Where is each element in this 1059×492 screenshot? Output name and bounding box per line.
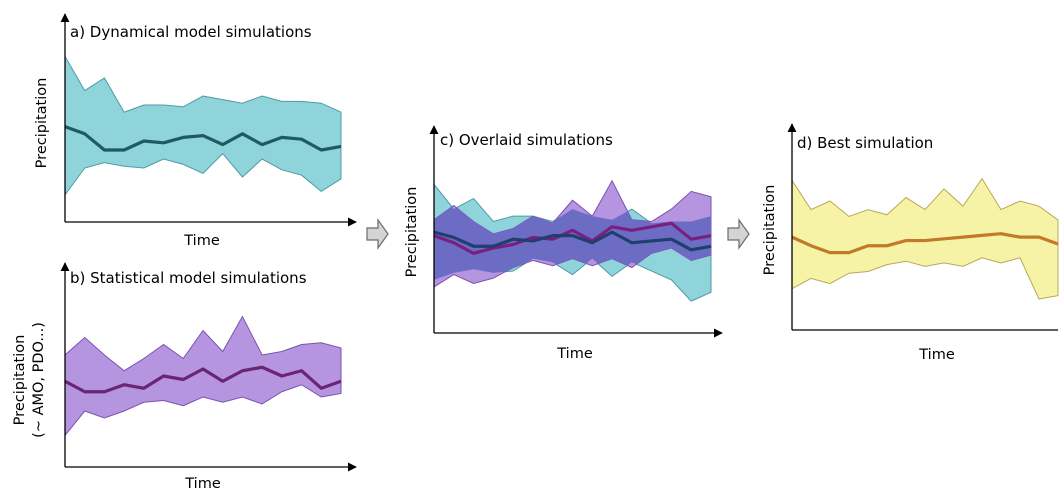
panel-d-median	[791, 232, 1059, 255]
panel-c-median-2	[433, 221, 712, 255]
panel-a-ylabel: Precipitation	[34, 78, 50, 169]
panel-d-band	[791, 177, 1059, 300]
panel-d-title: d) Best simulation	[797, 134, 933, 152]
panel-d-ylabel: Precipitation	[762, 185, 778, 276]
panel-a-band	[64, 54, 342, 197]
panel-c-ylabel: Precipitation	[404, 187, 420, 278]
panel-c: c) Overlaid simulations Precipitation Ti…	[404, 125, 723, 362]
panel-a-plot	[64, 54, 342, 197]
panel-c-plot	[433, 179, 712, 302]
panel-b-xlabel: Time	[184, 476, 221, 492]
panel-a-title: a) Dynamical model simulations	[70, 23, 312, 41]
arrow-to-panel-d	[727, 218, 750, 250]
panel-d-plot	[791, 177, 1059, 300]
panel-b-ylabel-2: (~ AMO, PDO...)	[31, 322, 47, 438]
panel-a-xlabel: Time	[183, 233, 220, 249]
panel-d: d) Best simulation Precipitation Time	[762, 123, 1059, 363]
panel-c-title: c) Overlaid simulations	[440, 131, 613, 149]
panel-b-title: b) Statistical model simulations	[70, 269, 307, 287]
panel-c-median-1	[433, 230, 712, 252]
panel-d-xlabel: Time	[918, 347, 955, 363]
panel-c-xlabel: Time	[556, 346, 593, 362]
arrow-to-panel-c	[366, 218, 389, 250]
panel-b-plot	[64, 315, 342, 437]
panel-b-median	[64, 365, 342, 394]
panel-a: a) Dynamical model simulations Precipita…	[34, 13, 357, 249]
panel-b-band	[64, 315, 342, 437]
panel-b-ylabel: Precipitation	[12, 335, 28, 426]
panel-c-overlap	[434, 184, 711, 287]
panel-b: b) Statistical model simulations Precipi…	[12, 262, 357, 492]
panel-a-median	[64, 125, 342, 152]
